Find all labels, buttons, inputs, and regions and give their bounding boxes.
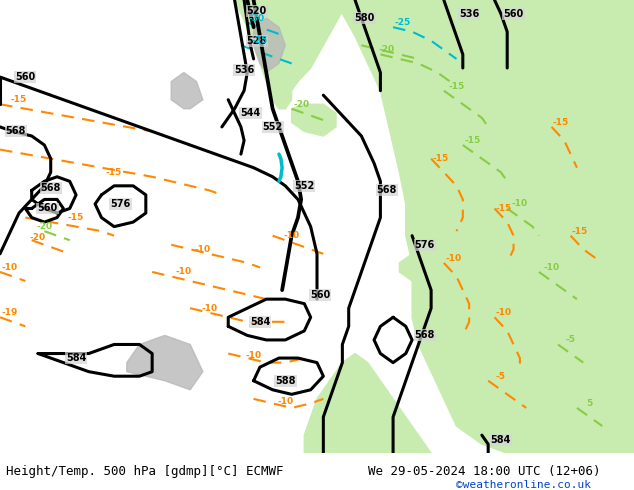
Text: 576: 576	[110, 199, 131, 209]
Text: -25: -25	[252, 36, 268, 45]
Text: Height/Temp. 500 hPa [gdmp][°C] ECMWF: Height/Temp. 500 hPa [gdmp][°C] ECMWF	[6, 465, 284, 478]
Text: -15: -15	[106, 168, 122, 177]
Text: -10: -10	[496, 308, 512, 317]
Text: 552: 552	[294, 181, 314, 191]
Text: 560: 560	[503, 9, 524, 19]
Text: -15: -15	[553, 118, 569, 127]
Text: -15: -15	[496, 204, 512, 213]
Polygon shape	[254, 18, 285, 73]
Text: -10: -10	[1, 263, 18, 272]
Text: We 29-05-2024 18:00 UTC (12+06): We 29-05-2024 18:00 UTC (12+06)	[368, 465, 600, 478]
Text: -15: -15	[448, 82, 465, 91]
Text: -20: -20	[36, 222, 53, 231]
Text: -19: -19	[1, 308, 18, 317]
Text: 568: 568	[415, 330, 435, 341]
Polygon shape	[127, 335, 203, 390]
Text: -10: -10	[512, 199, 528, 208]
Text: -15: -15	[68, 213, 84, 222]
Text: -10: -10	[176, 268, 192, 276]
Text: 560: 560	[37, 203, 58, 214]
Text: -5: -5	[496, 372, 506, 381]
Text: -10: -10	[277, 396, 294, 406]
Text: 584: 584	[66, 353, 86, 363]
Text: 588: 588	[275, 376, 295, 386]
Text: 536: 536	[459, 9, 479, 19]
Polygon shape	[336, 0, 634, 453]
Text: -20: -20	[378, 46, 395, 54]
Text: 560: 560	[15, 72, 36, 82]
Text: 5: 5	[586, 399, 593, 408]
Text: -10: -10	[543, 263, 560, 272]
Text: -10: -10	[445, 254, 462, 263]
Text: 584: 584	[491, 435, 511, 444]
Text: 520: 520	[247, 6, 267, 16]
Text: -10: -10	[283, 231, 300, 240]
Text: -15: -15	[432, 154, 449, 163]
Text: -15: -15	[464, 136, 481, 145]
Text: 528: 528	[247, 36, 267, 46]
Text: 576: 576	[415, 240, 435, 250]
Text: 536: 536	[234, 65, 254, 75]
Text: -15: -15	[11, 95, 27, 104]
Text: -30: -30	[249, 14, 265, 23]
Text: 568: 568	[6, 126, 26, 136]
Polygon shape	[292, 104, 336, 136]
Text: -5: -5	[566, 336, 576, 344]
Text: 568: 568	[41, 183, 61, 193]
Text: -10: -10	[201, 304, 217, 313]
Text: -20: -20	[293, 100, 309, 109]
Polygon shape	[171, 73, 203, 109]
Text: -25: -25	[394, 18, 411, 27]
Polygon shape	[399, 249, 444, 281]
Text: -10: -10	[195, 245, 211, 254]
Text: -10: -10	[245, 351, 262, 360]
Polygon shape	[304, 354, 431, 453]
Text: -20: -20	[30, 233, 46, 243]
Text: 584: 584	[250, 317, 270, 327]
Text: 552: 552	[262, 122, 283, 132]
Text: -15: -15	[572, 227, 588, 236]
Text: ©weatheronline.co.uk: ©weatheronline.co.uk	[456, 480, 592, 490]
Text: 580: 580	[354, 13, 375, 23]
Text: 568: 568	[377, 185, 397, 196]
Text: 544: 544	[240, 108, 261, 118]
Polygon shape	[235, 0, 349, 109]
Text: 560: 560	[310, 290, 330, 299]
